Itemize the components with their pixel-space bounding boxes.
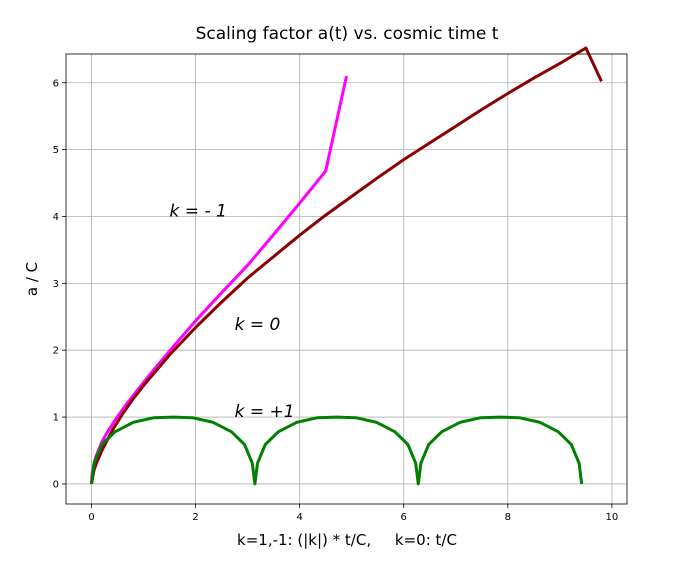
y-tick-label: 1 <box>53 413 59 424</box>
chart-title: Scaling factor a(t) vs. cosmic time t <box>196 24 499 44</box>
series-layer <box>90 46 603 486</box>
curve-label: k = - 1 <box>170 201 227 221</box>
y-axis-label: a / C <box>23 262 41 296</box>
annotation-layer: k = - 1 k = 0 k = +1 <box>170 201 295 422</box>
tick-layer: 0 2 4 6 8 10 0 1 2 3 4 5 6 <box>53 78 619 523</box>
y-tick-label: 6 <box>53 78 59 89</box>
x-tick-label: 4 <box>296 512 302 523</box>
x-tick-label: 8 <box>505 512 511 523</box>
curve-label: k = 0 <box>235 315 281 335</box>
y-tick-label: 4 <box>53 212 59 223</box>
x-tick-label: 0 <box>88 512 94 523</box>
x-axis-label: k=1,-1: (|k|) * t/C, k=0: t/C <box>237 531 457 549</box>
y-tick-label: 2 <box>53 346 59 357</box>
series-line-2 <box>90 46 603 485</box>
y-tick-label: 3 <box>53 279 59 290</box>
y-tick-label: 0 <box>53 479 59 490</box>
x-tick-label: 10 <box>606 512 619 523</box>
series-line-3 <box>90 415 584 486</box>
x-tick-label: 2 <box>192 512 198 523</box>
curve-label: k = +1 <box>235 402 295 422</box>
plot-frame <box>65 53 628 505</box>
x-tick-label: 6 <box>401 512 407 523</box>
y-tick-label: 5 <box>53 145 59 156</box>
grid-layer <box>66 54 627 504</box>
